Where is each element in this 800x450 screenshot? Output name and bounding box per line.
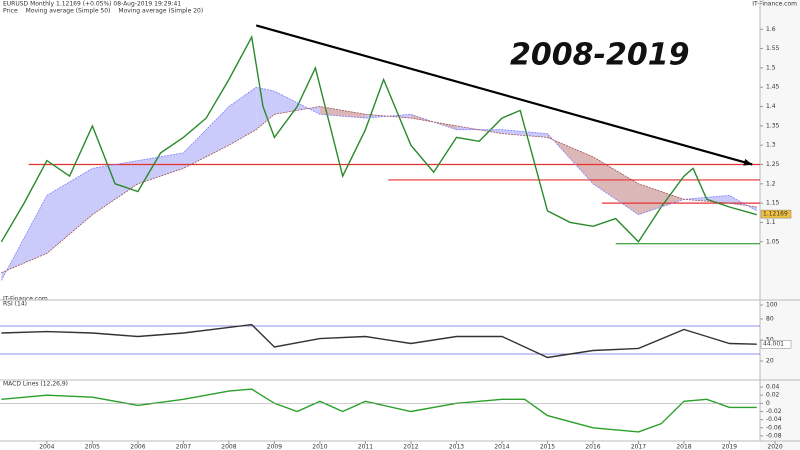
y-tick-label: -0.02 xyxy=(766,408,782,415)
ma-band xyxy=(183,106,229,169)
trend-arrow xyxy=(743,158,753,166)
y-tick-label: 1.6 xyxy=(766,26,776,33)
axis-area xyxy=(760,0,800,450)
y-tick-label: 1.5 xyxy=(766,64,776,71)
ma-band xyxy=(638,183,684,215)
watermark: IT-Finance.com xyxy=(3,296,48,303)
panel-label: MACD Lines (12,26,9) xyxy=(3,381,68,388)
last-value-label: 1.12169 xyxy=(763,211,788,218)
series-line xyxy=(1,388,757,433)
ma-band xyxy=(501,129,548,138)
x-tick-label: 2018 xyxy=(676,444,691,450)
x-tick-label: 2006 xyxy=(130,444,145,450)
y-tick-label: 1.1 xyxy=(766,219,776,226)
last-value-box xyxy=(760,340,792,349)
x-tick-label: 2007 xyxy=(176,444,191,450)
annotation: 2008-2019 xyxy=(510,38,689,73)
x-tick-label: 2011 xyxy=(358,444,373,450)
x-tick-label: 2004 xyxy=(39,444,54,450)
x-tick-label: 2012 xyxy=(403,444,418,450)
ma-band xyxy=(46,168,93,254)
ma-band xyxy=(592,156,639,215)
series-line xyxy=(1,86,757,281)
x-tick-label: 2016 xyxy=(585,444,600,450)
y-tick-label: -0.06 xyxy=(766,424,782,431)
y-tick-label: 1.4 xyxy=(766,103,776,110)
x-tick-label: 2014 xyxy=(494,444,509,450)
y-tick-label: 1.2 xyxy=(766,180,776,187)
ma-band xyxy=(137,152,184,184)
series-line xyxy=(1,106,757,274)
y-tick-label: 0.02 xyxy=(766,392,780,399)
trend-line xyxy=(255,24,753,166)
source: IT-Finance.com xyxy=(752,1,797,8)
x-tick-label: 2015 xyxy=(540,444,555,450)
x-tick-label: 2008 xyxy=(221,444,236,450)
x-tick-label: 2017 xyxy=(631,444,646,450)
y-tick-label: -0.08 xyxy=(766,432,782,439)
ma-band xyxy=(92,160,138,215)
y-tick-label: -0.04 xyxy=(766,416,782,423)
y-tick-label: 1.45 xyxy=(766,84,780,91)
last-value-label: 44.001 xyxy=(763,341,784,348)
y-tick-label: 20 xyxy=(766,358,774,365)
last-value-box xyxy=(760,209,792,219)
x-tick-label: 2005 xyxy=(85,444,100,450)
y-tick-label: 1.55 xyxy=(766,45,780,52)
y-tick-label: 100 xyxy=(766,302,778,309)
y-tick-label: 80 xyxy=(766,316,774,323)
x-tick-label: 2009 xyxy=(267,444,282,450)
legend-item: Price xyxy=(3,8,18,15)
x-tick-label: 2013 xyxy=(449,444,464,450)
ma-band xyxy=(256,87,275,130)
y-tick-label: 0 xyxy=(766,400,770,407)
y-tick-label: 50 xyxy=(766,337,774,344)
y-tick-label: 1.15 xyxy=(766,200,780,207)
x-tick-label: 2020 xyxy=(767,444,782,450)
y-tick-label: 0.04 xyxy=(766,384,780,391)
x-tick-label: 2010 xyxy=(312,444,327,450)
header-title: EURUSD Monthly 1.12169 (+0.05%) 08-Aug-2… xyxy=(3,1,181,8)
series-line xyxy=(0,34,757,243)
ma-band xyxy=(228,87,257,146)
panel-label: RSI (14) xyxy=(3,301,27,308)
legend-item: Moving average (Simple 20) xyxy=(118,8,203,15)
y-tick-label: 1.35 xyxy=(766,122,780,129)
y-tick-label: 1.05 xyxy=(766,238,780,245)
x-tick-label: 2019 xyxy=(722,444,737,450)
y-tick-label: 1.3 xyxy=(766,142,776,149)
y-tick-label: 1.25 xyxy=(766,161,780,168)
legend-item: Moving average (Simple 50) xyxy=(26,8,111,15)
series-line xyxy=(1,323,757,359)
